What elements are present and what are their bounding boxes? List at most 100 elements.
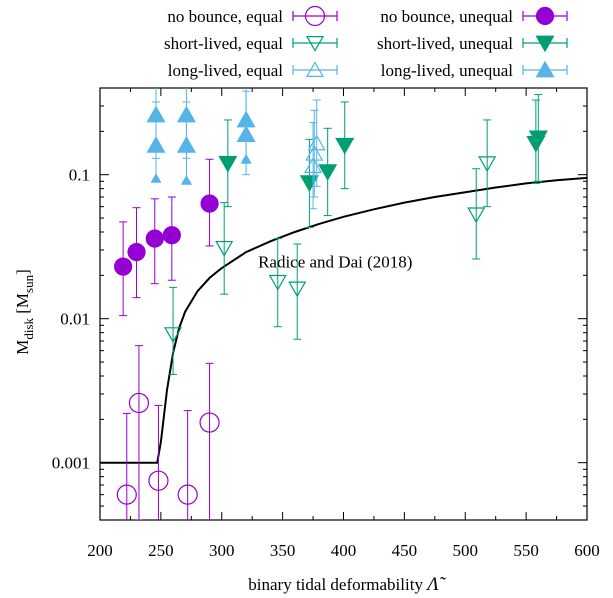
marker-triangle-down-filled (335, 137, 355, 155)
marker-circle-filled (114, 257, 133, 276)
data-point (299, 138, 319, 228)
marker-circle-filled (535, 6, 555, 26)
marker-triangle-up-open (305, 61, 325, 78)
data-point (304, 122, 323, 210)
legend-entry-sl_eq: short-lived, equal (164, 34, 338, 53)
marker-circle-open (116, 484, 137, 505)
marker-triangle-down-filled (218, 155, 238, 173)
marker-triangle-up-filled (236, 125, 256, 142)
data-point (199, 362, 220, 520)
marker-circle-filled (200, 194, 219, 213)
marker-triangle-up-filled (150, 173, 162, 183)
marker-triangle-down-open (288, 281, 307, 298)
legend-label: no bounce, unequal (380, 7, 513, 26)
legend: no bounce, equal short-lived, equal long-l… (164, 5, 568, 80)
marker-triangle-up-filled (180, 175, 192, 185)
y-axis-title-part: sun (21, 274, 36, 293)
data-point (128, 345, 150, 520)
legend-entry-nb_eq: no bounce, equal (167, 5, 338, 27)
annotation-radice-dai: Radice and Dai (2018) (258, 252, 412, 271)
axis-ticks: 200 250 300 350 400 450 500 550 600 0.001 0.01 0.1 (52, 87, 600, 560)
data-point (146, 101, 166, 182)
x-tick-label: 250 (148, 541, 174, 560)
data-point (215, 202, 234, 295)
marker-triangle-up-filled (176, 136, 196, 153)
data-point (288, 243, 307, 340)
y-tick-label: 0.001 (52, 454, 90, 473)
x-axis-title-text: binary tidal deformability (248, 575, 427, 594)
data-point (180, 175, 192, 185)
marker-triangle-down-open (268, 274, 287, 291)
legend-entry-nb_uneq: no bounce, unequal (380, 6, 568, 26)
data-point (176, 101, 196, 182)
x-tick-label: 500 (453, 541, 479, 560)
x-tick-label: 450 (392, 541, 418, 560)
marker-triangle-down-filled (535, 35, 555, 53)
marker-circle-open (199, 412, 220, 433)
series-nb_eq (116, 345, 220, 520)
marker-triangle-down-filled (528, 130, 548, 148)
plot-area (100, 88, 587, 520)
data-point (268, 238, 287, 328)
data-point (116, 412, 137, 520)
y-tick-label: 0.1 (69, 166, 90, 185)
data-point (335, 101, 355, 190)
legend-entry-sl_uneq: short-lived, unequal (377, 34, 568, 53)
data-point (307, 99, 326, 187)
marker-triangle-down-filled (318, 164, 338, 181)
x-tick-label: 550 (513, 541, 539, 560)
data-point (528, 94, 548, 182)
y-axis-title: Mdisk [Msun] (13, 269, 36, 355)
marker-triangle-down-open (467, 207, 486, 224)
data-point (236, 90, 256, 176)
marker-triangle-up-filled (146, 136, 166, 153)
x-tick-label: 350 (270, 541, 296, 560)
legend-label: short-lived, unequal (377, 34, 513, 53)
marker-circle-open (128, 392, 150, 414)
y-axis-title-part: ] (13, 269, 32, 275)
legend-label: long-lived, equal (168, 61, 283, 80)
x-tick-label: 600 (574, 541, 600, 560)
marker-triangle-down-filled (299, 175, 319, 192)
legend-entry-ll_uneq: long-lived, unequal (381, 60, 568, 80)
data-point (177, 410, 198, 520)
data-point (478, 119, 497, 208)
legend-label: long-lived, unequal (381, 61, 513, 80)
legend-label: no bounce, equal (167, 7, 283, 26)
x-axis-title: binary tidal deformability Λ̃ (248, 574, 446, 595)
data-point (467, 168, 486, 260)
data-point (200, 158, 219, 247)
y-axis-title-part: [M (13, 293, 32, 318)
series-sl_eq (164, 119, 497, 375)
marker-triangle-up-open (305, 144, 324, 161)
marker-circle-open (177, 484, 198, 505)
marker-circle-open (148, 470, 169, 491)
data-point (164, 286, 183, 375)
x-axis-title-symbol: Λ̃ (425, 574, 446, 595)
x-tick-label: 400 (331, 541, 357, 560)
data-point (127, 207, 146, 299)
data-point (240, 153, 252, 164)
legend-label: short-lived, equal (164, 34, 283, 53)
data-point (145, 198, 164, 285)
data-point (150, 173, 162, 183)
marker-triangle-up-open (307, 134, 326, 151)
series-ll_uneq (146, 88, 256, 185)
marker-triangle-down-open (305, 35, 325, 52)
y-axis-title-part: M (13, 340, 32, 355)
x-tick-label: 300 (209, 541, 235, 560)
data-point (148, 404, 169, 520)
fit-curve-radice-dai (100, 176, 587, 464)
marker-triangle-down-open (478, 156, 497, 173)
marker-circle-filled (145, 229, 164, 248)
series-ll_eq (304, 99, 326, 210)
marker-triangle-down-open (164, 327, 183, 344)
marker-triangle-up-filled (240, 153, 252, 164)
series-nb_uneq (114, 158, 219, 317)
y-tick-label: 0.01 (60, 310, 90, 329)
x-tick-label: 200 (87, 541, 113, 560)
data-point (114, 221, 133, 317)
data-point (318, 127, 338, 217)
series-sl_uneq (218, 94, 548, 228)
